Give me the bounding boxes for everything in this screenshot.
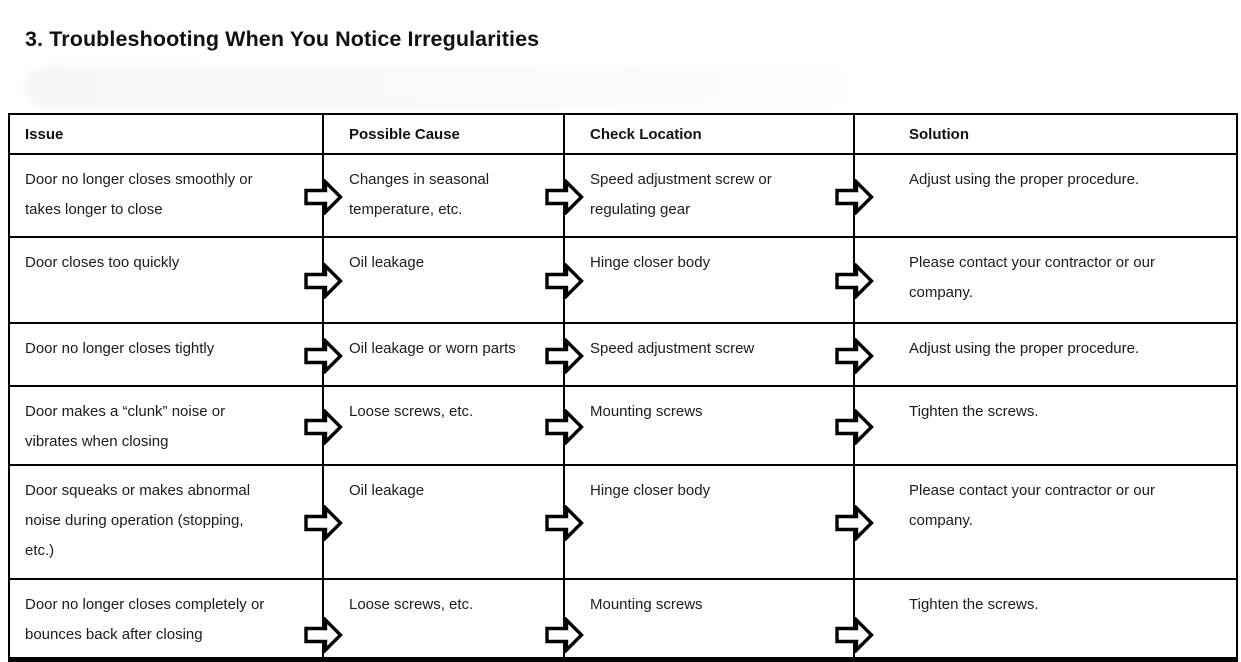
check-location-cell: Speed adjustment screw or regulating gea… xyxy=(565,155,855,238)
issue-cell: Door no longer closes smoothly or takes … xyxy=(10,155,324,238)
possible-cause-cell: Oil leakage xyxy=(324,238,565,324)
check-location-cell: Speed adjustment screw xyxy=(565,324,855,387)
possible-cause-cell: Changes in seasonal temperature, etc. xyxy=(324,155,565,238)
column-header-check-location: Check Location xyxy=(565,115,855,155)
check-location-cell: Hinge closer body xyxy=(565,466,855,580)
issue-cell: Door no longer closes tightly xyxy=(10,324,324,387)
issue-cell: Door makes a “clunk” noise or vibrates w… xyxy=(10,387,324,466)
solution-cell: Tighten the screws. xyxy=(909,596,1039,613)
possible-cause-cell: Loose screws, etc. xyxy=(324,387,565,466)
solution-cell: Tighten the screws. xyxy=(855,387,1236,466)
check-location-cell: Mounting screws xyxy=(565,387,855,466)
troubleshooting-table: Issue Possible Cause Check Location Solutio… xyxy=(8,113,1238,662)
blurred-text-placeholder xyxy=(25,66,845,108)
check-location-cell: Mounting screws xyxy=(565,580,855,657)
column-header-solution: Solution xyxy=(855,115,1236,155)
issue-cell: Door squeaks or makes abnormal noise dur… xyxy=(10,466,324,580)
possible-cause-cell: Loose screws, etc. xyxy=(324,580,565,657)
solution-cell: Please contact your contractor or our co… xyxy=(855,466,1236,580)
solution-cell: Adjust using the proper procedure. xyxy=(855,155,1236,238)
section-title: 3. Troubleshooting When You Notice Irreg… xyxy=(25,27,540,51)
issue-cell: Door closes too quickly xyxy=(10,238,324,324)
solution-cell: Please contact your contractor or our co… xyxy=(855,238,1236,324)
column-header-issue: Issue xyxy=(10,115,324,155)
possible-cause-cell: Oil leakage or worn parts xyxy=(324,324,565,387)
check-location-cell: Hinge closer body xyxy=(565,238,855,324)
issue-cell: Door no longer closes completely or boun… xyxy=(10,580,324,657)
column-header-possible-cause: Possible Cause xyxy=(324,115,565,155)
solution-cell: Adjust using the proper procedure. xyxy=(855,324,1236,387)
possible-cause-cell: Oil leakage xyxy=(324,466,565,580)
